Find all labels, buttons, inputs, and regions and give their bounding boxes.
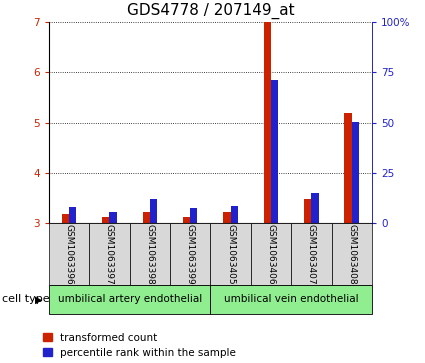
Bar: [344, 114, 351, 223]
Legend: transformed count, percentile rank within the sample: transformed count, percentile rank withi…: [43, 333, 236, 358]
Text: umbilical vein endothelial: umbilical vein endothelial: [224, 294, 358, 305]
Text: umbilical artery endothelial: umbilical artery endothelial: [57, 294, 202, 305]
Bar: [102, 217, 109, 223]
Text: GSM1063405: GSM1063405: [226, 224, 235, 285]
Bar: [142, 212, 150, 223]
Bar: [351, 122, 359, 223]
Bar: [251, 223, 291, 285]
Bar: [49, 285, 210, 314]
Bar: [62, 214, 69, 223]
Bar: [304, 199, 311, 223]
Bar: [311, 193, 319, 223]
Bar: [150, 199, 157, 223]
Text: cell type: cell type: [2, 294, 50, 305]
Text: GSM1063397: GSM1063397: [105, 224, 114, 285]
Bar: [69, 207, 76, 223]
Bar: [230, 205, 238, 223]
Text: ▶: ▶: [35, 294, 43, 305]
Bar: [190, 208, 198, 223]
Text: GSM1063408: GSM1063408: [347, 224, 356, 285]
Bar: [210, 223, 251, 285]
Text: GSM1063407: GSM1063407: [307, 224, 316, 285]
Bar: [183, 217, 190, 223]
Text: GSM1063399: GSM1063399: [186, 224, 195, 285]
Title: GDS4778 / 207149_at: GDS4778 / 207149_at: [127, 3, 294, 19]
Bar: [89, 223, 130, 285]
Bar: [271, 80, 278, 223]
Bar: [130, 223, 170, 285]
Bar: [332, 223, 372, 285]
Text: GSM1063406: GSM1063406: [266, 224, 275, 285]
Bar: [210, 285, 372, 314]
Bar: [49, 223, 89, 285]
Bar: [170, 223, 210, 285]
Text: GSM1063396: GSM1063396: [65, 224, 74, 285]
Bar: [264, 22, 271, 223]
Bar: [223, 212, 230, 223]
Text: GSM1063398: GSM1063398: [145, 224, 154, 285]
Bar: [109, 212, 117, 223]
Bar: [291, 223, 332, 285]
